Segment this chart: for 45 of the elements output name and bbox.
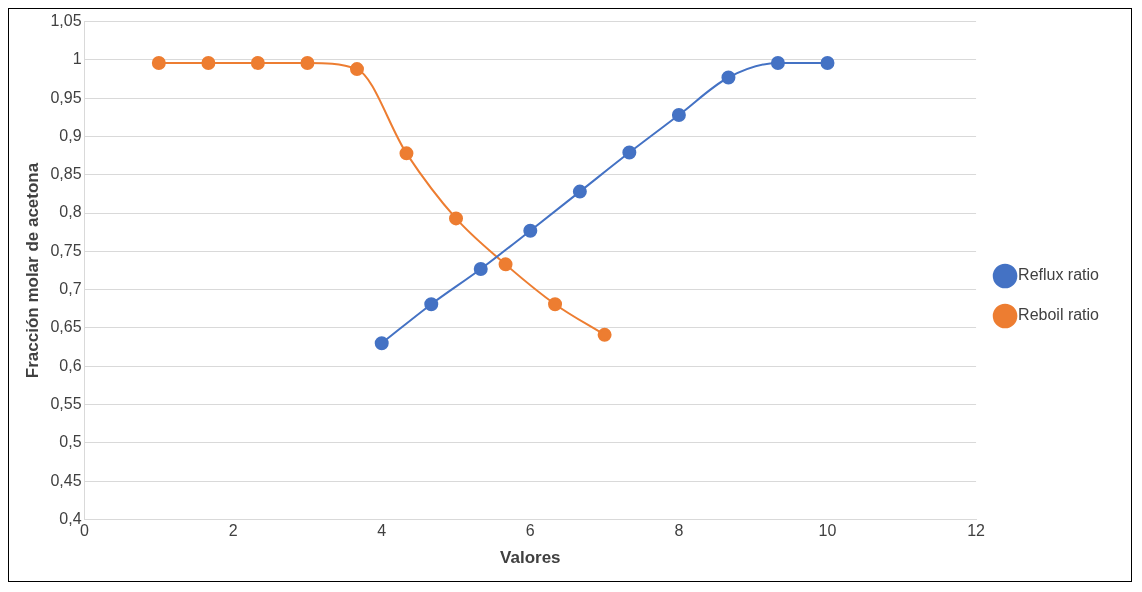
point bbox=[374, 336, 389, 351]
point bbox=[770, 55, 785, 70]
y-tick-label: 1,05 bbox=[50, 12, 82, 30]
y-tick-label: 0,85 bbox=[50, 165, 82, 183]
y-tick-label: 0,9 bbox=[59, 126, 82, 144]
point bbox=[523, 223, 538, 238]
point bbox=[424, 297, 439, 312]
point bbox=[399, 146, 414, 161]
point bbox=[548, 297, 563, 312]
point bbox=[473, 261, 488, 276]
point bbox=[671, 108, 686, 123]
point bbox=[721, 70, 736, 85]
x-tick-label: 6 bbox=[525, 522, 535, 540]
x-tick-label: 10 bbox=[818, 522, 837, 540]
x-tick-label: 12 bbox=[967, 522, 986, 540]
point bbox=[597, 327, 612, 342]
x-tick-label: 8 bbox=[674, 522, 684, 540]
point bbox=[201, 55, 216, 70]
x-tick-label: 2 bbox=[228, 522, 238, 540]
legend-label: Reboil ratio bbox=[1018, 306, 1100, 324]
point bbox=[151, 55, 166, 70]
point bbox=[622, 145, 637, 160]
y-tick-label: 0,7 bbox=[59, 280, 82, 298]
y-tick-label: 0,5 bbox=[59, 433, 82, 451]
legend-label: Reflux ratio bbox=[1018, 266, 1100, 284]
point bbox=[820, 55, 835, 70]
point bbox=[572, 184, 587, 199]
x-tick-label: 0 bbox=[80, 522, 90, 540]
y-tick-label: 0,4 bbox=[59, 509, 82, 527]
y-tick-label: 1 bbox=[72, 50, 82, 68]
y-tick-label: 0,45 bbox=[50, 471, 82, 489]
x-tick-label: 4 bbox=[377, 522, 387, 540]
y-tick-label: 0,65 bbox=[50, 318, 82, 336]
point bbox=[250, 55, 265, 70]
y-tick-label: 0,95 bbox=[50, 88, 82, 106]
x-axis-title: Valores bbox=[500, 548, 561, 568]
point bbox=[300, 55, 315, 70]
y-tick-label: 0,6 bbox=[59, 356, 82, 374]
point bbox=[498, 257, 513, 272]
y-tick-label: 0,55 bbox=[50, 394, 82, 412]
y-axis-title: Fracción molar de acetona bbox=[22, 162, 42, 379]
y-tick-label: 0,75 bbox=[50, 241, 82, 259]
point bbox=[349, 62, 364, 77]
y-tick-label: 0,8 bbox=[59, 203, 82, 221]
point bbox=[449, 211, 464, 226]
